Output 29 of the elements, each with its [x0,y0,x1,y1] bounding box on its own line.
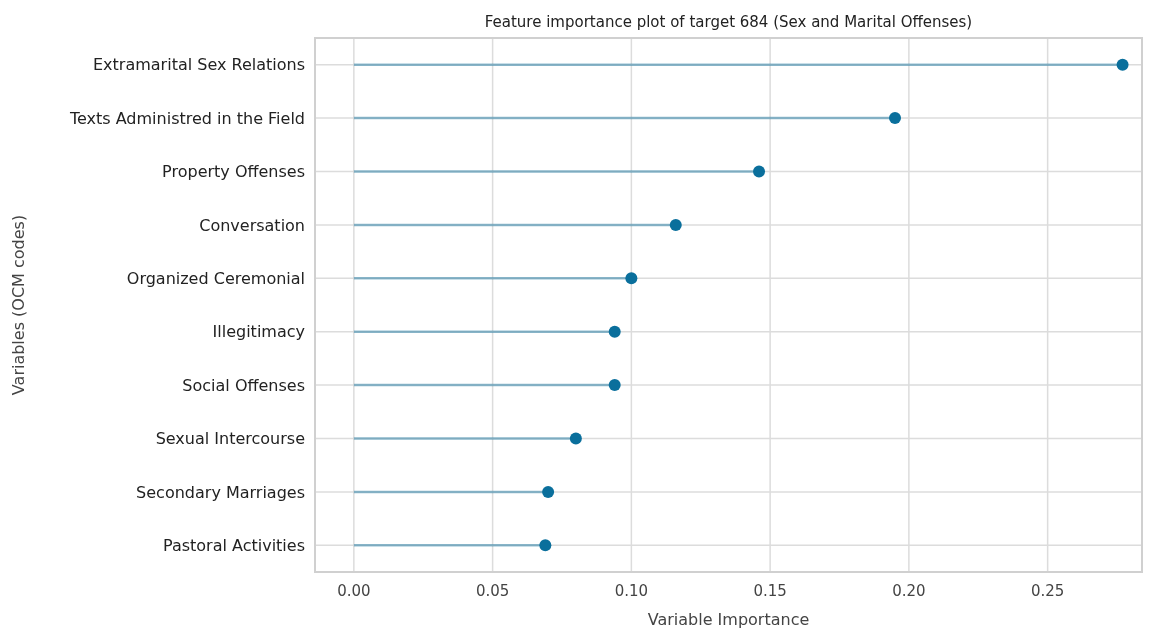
y-tick-label: Organized Ceremonial [126,268,305,288]
point [669,218,682,231]
point [569,432,582,445]
y-tick-label: Secondary Marriages [136,482,305,502]
x-tick-label: 0.00 [337,582,371,600]
x-tick-label: 0.20 [892,582,926,600]
point [542,485,555,498]
y-tick-label: Pastoral Activities [162,535,305,555]
y-tick-label: Social Offenses [182,375,305,395]
y-axis-title: Variables (OCM codes) [9,214,28,396]
y-tick-label: Property Offenses [162,162,305,182]
x-tick-label: 0.05 [475,582,510,600]
point [608,379,621,392]
y-tick-label: Sexual Intercourse [155,429,305,449]
x-tick-label: 0.10 [614,582,649,600]
chart-title: Feature importance plot of target 684 (Sex and Marital Offenses) [484,13,973,31]
y-tick-label: Texts Administred in the Field [68,108,305,128]
y-tick-label: Extramarital Sex Relations [92,55,305,75]
point [539,539,552,552]
x-tick-label: 0.15 [753,582,787,600]
y-tick-label: Illegitimacy [212,322,305,342]
point [625,272,638,285]
y-tick-label: Conversation [199,215,305,235]
x-tick-label: 0.25 [1030,582,1065,600]
point [753,165,766,178]
point [1116,58,1129,71]
point [608,325,621,338]
x-axis-title: Variable Importance [647,610,810,629]
point [889,112,902,125]
